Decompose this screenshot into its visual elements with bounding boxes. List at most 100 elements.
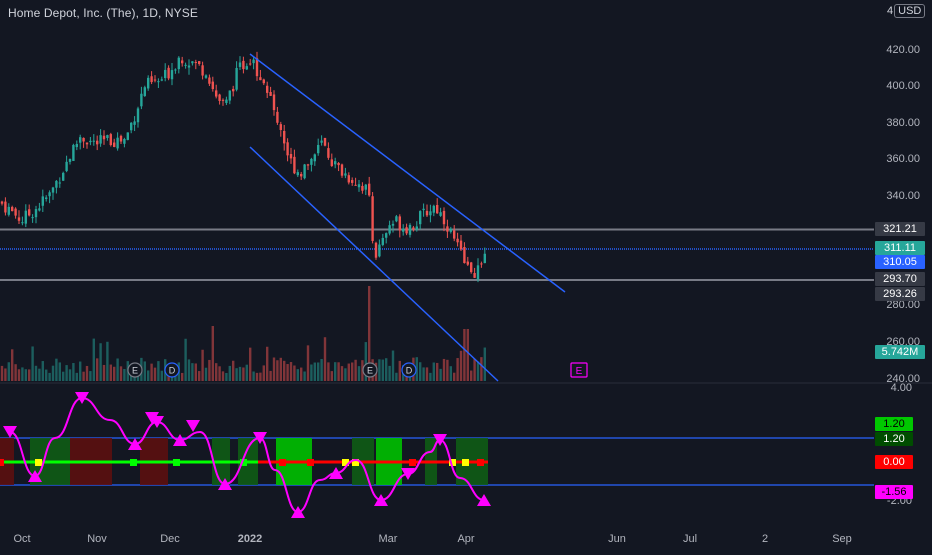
price-axis-tick: 400.00 (886, 80, 920, 92)
dividend-marker-circle (401, 362, 417, 378)
osc-sell-triangle (145, 412, 159, 424)
candle-body (79, 137, 82, 143)
candle-body (58, 182, 61, 184)
volume-bar (252, 371, 255, 381)
earnings-marker-circle (362, 362, 378, 378)
volume-bar (191, 363, 194, 381)
candle-body (143, 87, 146, 96)
volume-bar (11, 349, 14, 381)
volume-bar (429, 372, 432, 381)
time-axis-label: 2 (762, 533, 768, 545)
candle-body (238, 62, 242, 67)
candle-body (24, 210, 27, 224)
volume-bar (351, 362, 354, 381)
volume-bar (432, 362, 435, 381)
candle-body (136, 108, 140, 123)
volume-bar (242, 367, 245, 381)
volume-bar (153, 367, 157, 381)
volume-bar (330, 371, 333, 381)
volume-bar (381, 359, 384, 381)
candle-body (283, 130, 286, 144)
candle-body (126, 132, 129, 140)
osc-axis-tick: 4.00 (891, 382, 912, 394)
candle-body (272, 94, 276, 111)
osc-zero-dot (279, 459, 286, 466)
osc-buy-triangle (28, 470, 42, 482)
upcoming-earnings-marker[interactable]: E (570, 362, 588, 378)
osc-buy-triangle (128, 438, 142, 450)
candle-body (415, 226, 418, 230)
candle-body (7, 206, 10, 215)
price-value-label: 293.26 (875, 287, 925, 301)
symbol-title[interactable]: Home Depot, Inc. (The), 1D, NYSE (8, 6, 198, 20)
volume-bar (232, 360, 235, 381)
osc-sell-triangle (3, 426, 17, 438)
candle-body (92, 140, 95, 142)
candle-body (187, 65, 191, 68)
osc-sell-triangle (433, 434, 447, 446)
volume-bar (293, 365, 296, 381)
candle-body (113, 142, 116, 147)
candle-body (419, 211, 422, 225)
dividend-marker[interactable]: D (164, 362, 180, 378)
volume-bar (34, 365, 38, 381)
osc-buy-triangle (218, 478, 232, 490)
candle-body (483, 253, 486, 264)
candle-body (385, 233, 388, 238)
osc-sell-triangle (186, 420, 200, 432)
volume-bar (181, 372, 184, 381)
candle-body (28, 209, 31, 216)
earnings-marker[interactable]: E (362, 362, 378, 378)
candle-body (11, 206, 14, 212)
currency-selector[interactable]: 4 USD (887, 4, 926, 18)
time-axis-label: Sep (832, 533, 852, 545)
dividend-marker[interactable]: D (401, 362, 417, 378)
candle-body (31, 217, 34, 219)
candle-body (391, 223, 395, 226)
volume-bar (334, 362, 337, 381)
volume-bar (286, 364, 289, 381)
candle-body (402, 228, 405, 232)
candle-body (442, 210, 446, 225)
price-axis-tick: 240.00 (886, 373, 920, 385)
candle-body (344, 173, 347, 176)
volume-bar (395, 372, 398, 381)
candle-body (453, 230, 456, 239)
candle-body (102, 135, 106, 140)
volume-bar (255, 372, 259, 381)
candle-body (354, 184, 357, 186)
osc-buy-triangle (173, 434, 187, 446)
currency-label[interactable]: USD (894, 4, 926, 18)
volume-bar (313, 362, 316, 381)
price-axis-tick: 280.00 (886, 299, 920, 311)
volume-bar (344, 368, 347, 381)
volume-bar (187, 359, 191, 381)
dividend-marker-letter: D (169, 366, 176, 376)
currency-prefix: 4 (887, 5, 894, 17)
candle-body (439, 212, 442, 216)
osc-zero-dot (342, 459, 349, 466)
time-axis-label: 2022 (238, 533, 262, 545)
price-value-label: 311.11 (875, 241, 925, 255)
candle-body (470, 262, 473, 273)
candle-body (123, 139, 126, 144)
candle-body (41, 196, 44, 206)
volume-bar (184, 338, 187, 381)
candle-body (381, 237, 384, 245)
candle-body (116, 137, 119, 149)
candle-body (133, 121, 136, 125)
osc-zero-dot (307, 459, 314, 466)
osc-value-label: 0.00 (875, 455, 913, 469)
volume-bar (456, 358, 459, 381)
candle-body (82, 137, 85, 142)
candle-body (463, 247, 466, 264)
volume-bar (306, 345, 310, 381)
upcoming-earnings-letter: E (576, 366, 583, 377)
earnings-marker[interactable]: E (127, 362, 143, 378)
candle-body (279, 124, 282, 130)
candle-body (347, 175, 350, 183)
candle-body (371, 196, 374, 241)
volume-bar (327, 362, 330, 381)
